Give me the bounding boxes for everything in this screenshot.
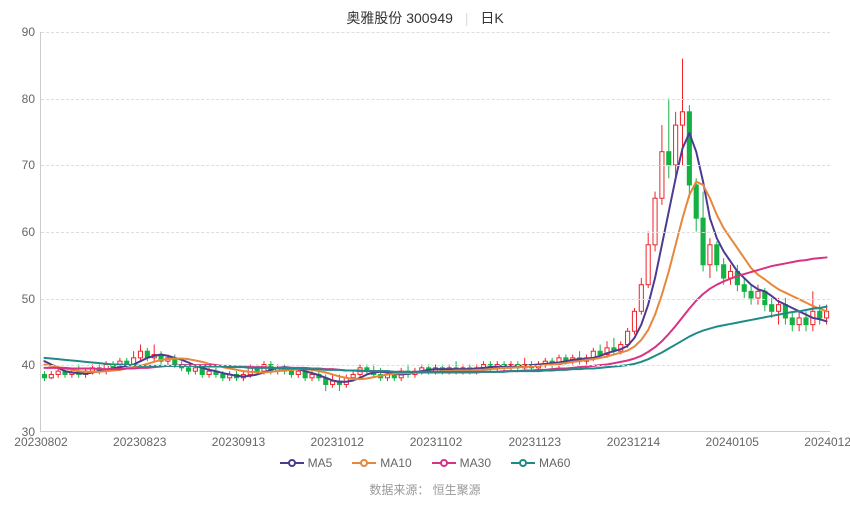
legend-label: MA10 — [380, 456, 411, 470]
legend-marker-icon — [352, 457, 376, 469]
grid-line — [41, 365, 830, 366]
grid-line — [41, 99, 830, 100]
x-tick-label: 20230823 — [113, 435, 166, 449]
x-tick-label: 20240125 — [804, 435, 850, 449]
legend-marker-icon — [511, 457, 535, 469]
y-tick-label: 40 — [22, 358, 35, 372]
legend-item[interactable]: MA10 — [352, 456, 411, 470]
grid-line — [41, 165, 830, 166]
x-tick-label: 20240105 — [706, 435, 759, 449]
x-tick-label: 20231123 — [509, 435, 562, 449]
legend-item[interactable]: MA30 — [432, 456, 491, 470]
y-tick-label: 50 — [22, 292, 35, 306]
y-tick-label: 70 — [22, 158, 35, 172]
grid-line — [41, 299, 830, 300]
title-divider: | — [465, 10, 469, 26]
chart-period: 日K — [480, 10, 503, 26]
x-tick-label: 20231102 — [410, 435, 463, 449]
chart-title: 奥雅股份 300949 | 日K — [0, 0, 850, 28]
legend: MA5 MA10 MA30 MA60 — [0, 456, 850, 472]
y-tick-label: 60 — [22, 225, 35, 239]
source-name: 恒生聚源 — [433, 483, 481, 497]
grid-line — [41, 32, 830, 33]
x-tick-label: 20231214 — [607, 435, 660, 449]
legend-marker-icon — [280, 457, 304, 469]
x-tick-label: 20230913 — [212, 435, 265, 449]
legend-label: MA60 — [539, 456, 570, 470]
y-tick-label: 90 — [22, 25, 35, 39]
data-source: 数据来源： 恒生聚源 — [0, 481, 850, 498]
x-tick-label: 20230802 — [14, 435, 67, 449]
stock-code: 300949 — [406, 10, 453, 26]
y-tick-label: 80 — [22, 92, 35, 106]
legend-marker-icon — [432, 457, 456, 469]
stock-name: 奥雅股份 — [346, 10, 402, 26]
legend-item[interactable]: MA5 — [280, 456, 333, 470]
legend-label: MA5 — [308, 456, 333, 470]
legend-item[interactable]: MA60 — [511, 456, 570, 470]
source-label: 数据来源： — [369, 483, 429, 497]
chart-area: 3040506070809020230802202308232023091320… — [40, 32, 830, 432]
x-tick-label: 20231012 — [311, 435, 364, 449]
legend-label: MA30 — [460, 456, 491, 470]
grid-line — [41, 232, 830, 233]
